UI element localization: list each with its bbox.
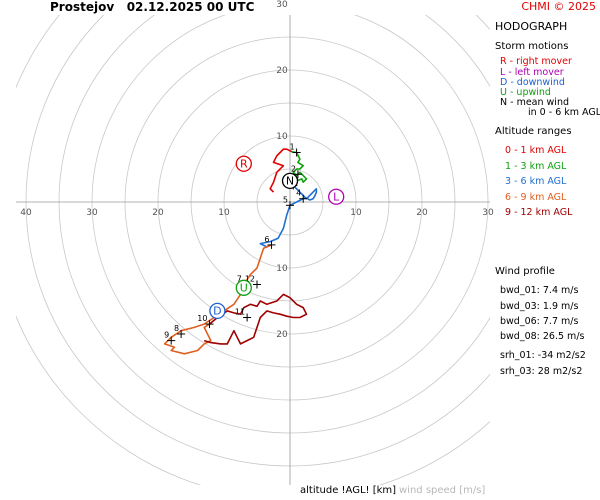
hodograph-segment-4 [163, 244, 272, 355]
altitude-marker-11: 11 [235, 308, 252, 322]
storm-marker-n: N [281, 172, 299, 190]
altitude-marker-8: 8 [174, 324, 186, 338]
wind-profile-bwd06: bwd_06: 7.7 m/s [500, 316, 579, 327]
storm-motions-title: Storm motions [495, 41, 569, 52]
y-tick-label: 20 [276, 66, 288, 76]
altitude-marker-10: 10 [197, 314, 214, 329]
chart-title: Prostejov 02.12.2025 00 UTC [50, 0, 254, 14]
y-tick-label: 10 [276, 132, 288, 142]
storm-marker-letter: D [213, 305, 221, 318]
legend-title: HODOGRAPH [495, 20, 568, 33]
storm-marker-circle [209, 302, 226, 320]
altitude-label: 11 [235, 308, 245, 317]
altitude-label: 12 [245, 275, 255, 284]
hodograph-segment-3 [259, 184, 318, 248]
x-tick-label: 10 [218, 208, 230, 218]
altitude-axis-label: altitude !AGL! [km] [300, 485, 397, 496]
altitude-label: 4 [296, 189, 301, 198]
altitude-range-1-3: 1 - 3 km AGL [505, 161, 567, 172]
storm-marker-u: U [235, 279, 252, 296]
storm-motion-mean: N - mean wind [500, 97, 569, 108]
altitude-marker-4: 4 [296, 189, 308, 203]
storm-marker-letter: R [240, 158, 248, 171]
altitude-marker-6: 6 [264, 235, 276, 249]
storm-motion-left: L - left mover [500, 67, 564, 78]
y-tick-label: 30 [276, 0, 288, 10]
storm-motion-upwind: U - upwind [500, 87, 551, 98]
hodograph-segment-1 [269, 148, 293, 193]
wind-profile-srh01: srh_01: -34 m2/s2 [500, 350, 586, 361]
x-tick-label: 10 [350, 208, 362, 218]
station-name: Prostejov [50, 0, 115, 14]
altitude-marker-2: 2 [291, 164, 302, 179]
storm-marker-letter: L [333, 191, 340, 204]
storm-marker-circle [235, 155, 252, 172]
altitude-range-3-6: 3 - 6 km AGL [505, 176, 567, 187]
storm-marker-d: D [209, 302, 226, 320]
altitude-marker-9: 9 [164, 331, 176, 345]
wind-profile-bwd01: bwd_01: 7.4 m/s [500, 285, 579, 296]
x-tick-label: 30 [482, 208, 494, 218]
wind-profile-bwd08: bwd_08: 26.5 m/s [500, 331, 585, 342]
storm-motion-mean-note: in 0 - 6 km AGL [528, 107, 600, 118]
storm-marker-letter: N [286, 175, 294, 188]
x-tick-label: 40 [20, 208, 32, 218]
speed-axis-label: wind speed [m/s] [399, 485, 486, 496]
storm-marker-letter: U [240, 282, 248, 295]
altitude-label: 7 [237, 275, 242, 284]
altitude-label: 5 [283, 195, 288, 204]
speed-ring [16, 15, 490, 485]
altitude-range-6-9: 6 - 9 km AGL [505, 192, 567, 203]
storm-motion-downwind: D - downwind [500, 77, 565, 88]
storm-motion-right: R - right mover [500, 56, 572, 67]
wind-profile-bwd03: bwd_03: 1.9 m/s [500, 301, 579, 312]
storm-marker-circle [235, 279, 252, 296]
altitude-range-0-1: 0 - 1 km AGL [505, 145, 567, 156]
altitude-marker-1: 1 [290, 143, 301, 157]
storm-marker-r: R [235, 155, 252, 172]
datetime-label: 02.12.2025 00 UTC [126, 0, 255, 14]
y-tick-label: 20 [276, 330, 288, 340]
altitude-label: 10 [197, 314, 207, 323]
altitude-label: 8 [174, 324, 179, 333]
altitude-label: 2 [291, 164, 296, 173]
altitude-marker-12: 12 [245, 275, 261, 289]
storm-marker-circle [328, 188, 345, 205]
storm-marker-l: L [328, 188, 345, 205]
wind-profile-title: Wind profile [495, 266, 555, 277]
altitude-label: 1 [290, 143, 295, 152]
hodograph-segment-5 [203, 293, 308, 345]
altitude-label: 6 [264, 235, 269, 244]
altitude-marker-5: 5 [283, 195, 294, 210]
x-tick-label: 30 [86, 208, 98, 218]
x-tick-label: 20 [416, 208, 428, 218]
credit-label: CHMI © 2025 [521, 0, 596, 13]
altitude-ranges-title: Altitude ranges [495, 126, 572, 137]
y-tick-label: 10 [276, 264, 288, 274]
storm-marker-circle [281, 172, 299, 190]
altitude-range-9-12: 9 - 12 km AGL [505, 207, 573, 218]
altitude-label: 9 [164, 331, 169, 340]
wind-profile-srh03: srh_03: 28 m2/s2 [500, 366, 583, 377]
x-tick-label: 20 [152, 208, 164, 218]
